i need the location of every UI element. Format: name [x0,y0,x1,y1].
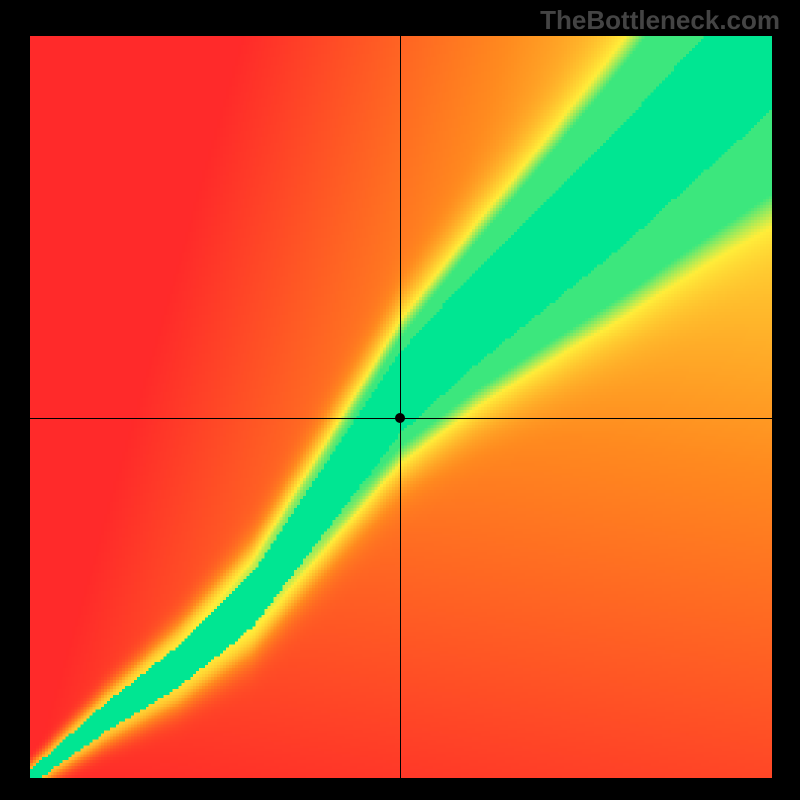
watermark-text: TheBottleneck.com [540,5,780,36]
chart-frame: TheBottleneck.com [0,0,800,800]
target-marker [395,413,405,423]
plot-area [30,36,772,778]
crosshair-vertical [400,36,401,778]
heatmap-canvas [30,36,772,778]
